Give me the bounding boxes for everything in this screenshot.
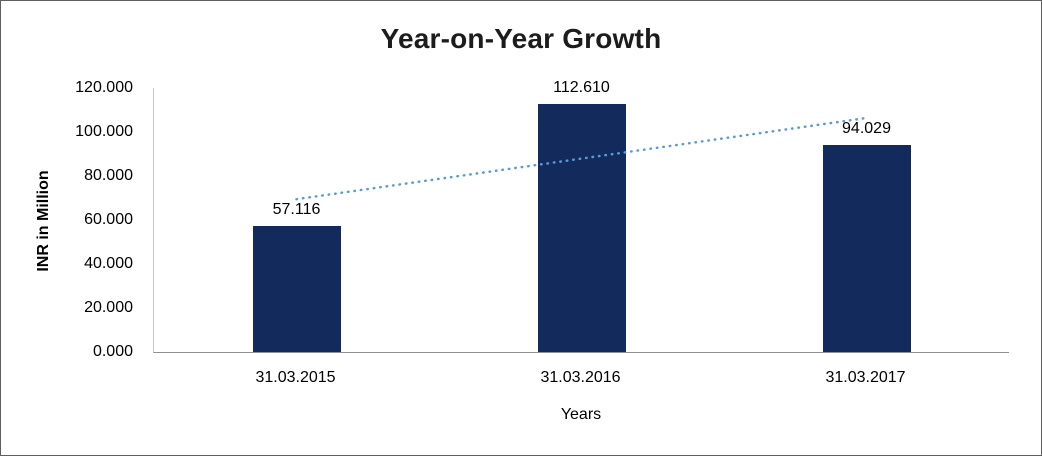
x-tick-label: 31.03.2016 bbox=[540, 369, 621, 386]
y-axis-ticks: 0.000 20.000 40.000 60.000 80.000 100.000 120.… bbox=[1, 79, 142, 360]
plot-area: 57.116 112.610 94.029 bbox=[153, 79, 1009, 353]
y-tick-label: 100.000 bbox=[75, 123, 133, 140]
bar-31.03.2016 bbox=[537, 104, 626, 352]
x-tick-label: 31.03.2015 bbox=[255, 369, 336, 386]
data-label: 57.116 bbox=[272, 201, 321, 219]
y-tick-label: 20.000 bbox=[84, 299, 133, 316]
data-label: 112.610 bbox=[553, 79, 610, 97]
y-tick-label: 40.000 bbox=[84, 255, 133, 272]
x-axis-ticks: 31.03.2015 31.03.2016 31.03.2017 bbox=[153, 367, 1009, 389]
y-tick-label: 120.000 bbox=[75, 79, 133, 96]
bar-31.03.2015 bbox=[252, 226, 341, 352]
y-tick-label: 60.000 bbox=[84, 211, 133, 228]
x-tick-label: 31.03.2017 bbox=[825, 369, 906, 386]
chart-title: Year-on-Year Growth bbox=[380, 23, 662, 54]
x-axis-title: Years bbox=[560, 406, 602, 423]
y-tick-label: 0.000 bbox=[92, 343, 133, 360]
data-label: 94.029 bbox=[842, 120, 891, 138]
y-tick-label: 80.000 bbox=[84, 167, 133, 184]
bar-31.03.2017 bbox=[822, 145, 911, 352]
